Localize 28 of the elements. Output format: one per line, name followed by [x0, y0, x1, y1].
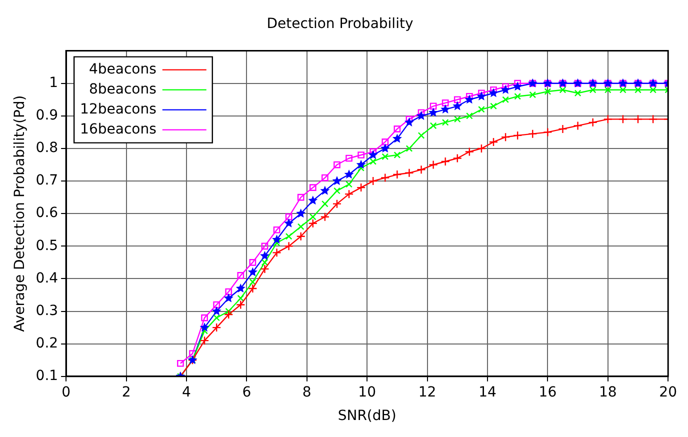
y-tick-label: 1 — [49, 75, 58, 91]
legend-label: 12beacons — [80, 101, 156, 118]
x-tick-label: 16 — [538, 384, 557, 400]
y-tick-label: 0.9 — [36, 108, 58, 124]
x-tick-label: 4 — [182, 384, 192, 400]
legend-label: 8beacons — [88, 81, 156, 98]
y-tick-label: 0.7 — [36, 172, 58, 189]
y-tick-label: 0.5 — [36, 238, 58, 254]
y-tick-label: 0.8 — [36, 140, 58, 156]
y-axis-title: Average Detection Probability(Pd) — [12, 95, 28, 332]
x-axis-title: SNR(dB) — [338, 408, 396, 424]
x-tick-label: 12 — [418, 384, 436, 400]
x-tick-label: 14 — [478, 384, 496, 400]
x-tick-label: 0 — [62, 384, 71, 400]
y-tick-label: 0.6 — [36, 205, 58, 222]
x-tick-label: 2 — [122, 384, 131, 400]
x-tick-label: 8 — [302, 384, 312, 400]
y-tick-label: 0.2 — [36, 335, 58, 352]
y-tick-label: 0.1 — [36, 368, 58, 384]
x-tick-label: 18 — [598, 384, 617, 400]
chart-title: Detection Probability — [266, 16, 414, 32]
x-tick-label: 10 — [358, 384, 376, 400]
y-tick-label: 0.3 — [36, 302, 58, 319]
x-tick-label: 6 — [242, 384, 252, 400]
legend-label: 16beacons — [80, 121, 156, 138]
y-tick-label: 0.4 — [36, 270, 58, 286]
legend-label: 4beacons — [88, 61, 156, 78]
x-tick-label: 20 — [659, 384, 678, 400]
